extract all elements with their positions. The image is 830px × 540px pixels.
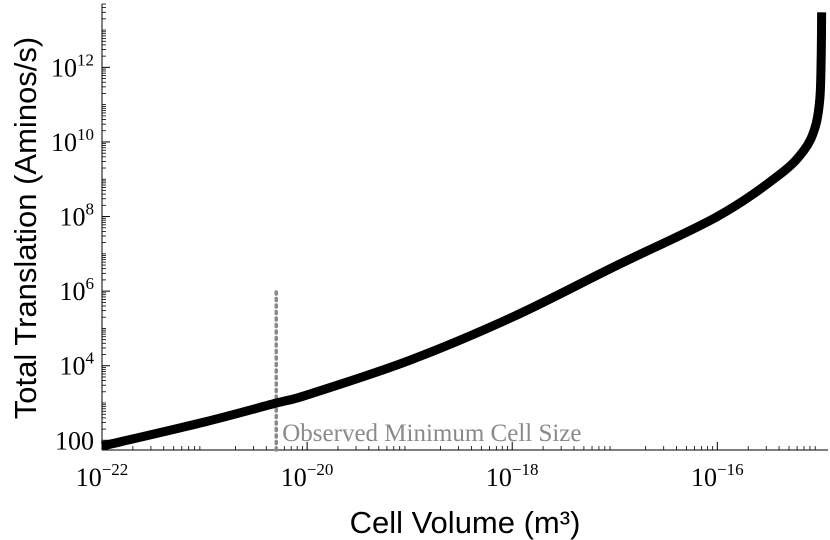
- y-tick-label: 104: [60, 349, 95, 381]
- x-tick-label: 10−22: [76, 460, 129, 492]
- x-tick-label: 10−20: [281, 460, 334, 492]
- x-axis-title: Cell Volume (m³): [350, 505, 581, 540]
- min-cell-size-label: Observed Minimum Cell Size: [282, 420, 581, 447]
- y-axis-title: Total Translation (Aminos/s): [8, 37, 43, 419]
- series-layer: [100, 12, 827, 451]
- axes: 10−22 10−20 10−18 10−16 100 104 106 108 1010 1012: [51, 3, 828, 492]
- x-tick-label: 10−16: [691, 460, 744, 492]
- y-tick-label: 108: [60, 200, 95, 232]
- y-tick-label: 100: [55, 426, 94, 455]
- y-tick-label: 1010: [51, 125, 94, 157]
- y-tick-label: 106: [60, 274, 95, 306]
- y-tick-label: 1012: [51, 50, 94, 82]
- x-tick-label: 10−18: [486, 460, 539, 492]
- annotation-layer: Observed Minimum Cell Size: [274, 289, 582, 452]
- series-line: [100, 12, 827, 451]
